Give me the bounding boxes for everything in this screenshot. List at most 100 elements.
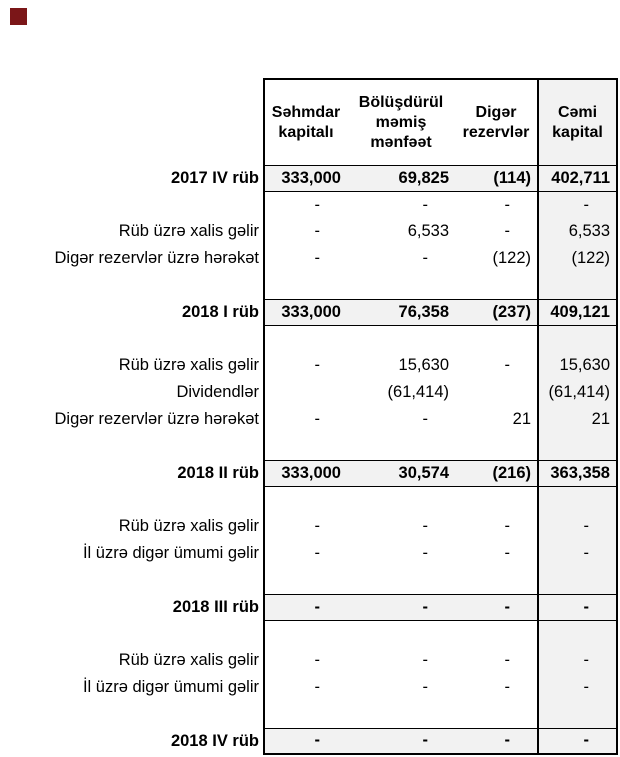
row-label: Rüb üzrə xalis gəlir — [0, 647, 263, 675]
row-label: Dividendlər — [0, 379, 263, 407]
table-row: Dividendlər (61,414) (61,414) — [0, 379, 618, 407]
cell-retained-earnings: 76,358 — [347, 298, 455, 326]
cell-other-reserves — [455, 621, 537, 648]
cell-retained-earnings: 6,533 — [407, 222, 449, 241]
cell-share-capital — [263, 566, 347, 594]
cell-other-reserves — [455, 326, 537, 353]
row-label: Digər rezervlər üzrə hərəkət — [0, 406, 263, 433]
cell-share-capital: 333,000 — [263, 298, 347, 326]
column-header-retained-earnings: Bölüşdürül məmiş mənfəət — [347, 78, 455, 165]
cell-total-capital: - — [537, 727, 618, 755]
row-label — [0, 620, 263, 648]
cell-share-capital: - — [263, 647, 347, 675]
row-label — [0, 486, 263, 514]
cell-other-reserves: - — [455, 727, 537, 755]
row-label: 2018 III rüb — [0, 593, 263, 621]
cell-total-capital — [537, 700, 618, 728]
cell-total-capital: - — [537, 191, 618, 219]
cell-other-reserves — [455, 379, 537, 406]
cell-share-capital: - — [263, 191, 347, 219]
red-square-marker — [10, 8, 27, 25]
row-label: Rüb üzrə xalis gəlir — [0, 352, 263, 380]
cell-share-capital: 333,000 — [263, 165, 347, 192]
table-row: - - - - — [0, 191, 618, 219]
cell-other-reserves — [455, 567, 537, 594]
table-row — [0, 620, 618, 648]
cell-total-capital: 15,630 — [537, 352, 618, 380]
cell-retained-earnings: (61,414) — [387, 383, 449, 402]
cell-total-capital: 6,533 — [537, 218, 618, 246]
cell-retained-earnings: - — [422, 517, 429, 536]
table-row: 2018 IV rüb - - - - — [0, 727, 618, 755]
cell-retained-earnings — [347, 621, 455, 648]
cell-retained-earnings — [347, 487, 455, 514]
cell-share-capital — [263, 379, 347, 407]
cell-total-capital — [537, 272, 618, 299]
table-row — [0, 325, 618, 353]
cell-total-capital — [537, 325, 618, 353]
cell-total-capital: - — [537, 513, 618, 541]
row-label: Digər rezervlər üzrə hərəkət — [0, 245, 263, 273]
cell-total-capital: - — [537, 593, 618, 621]
cell-retained-earnings: 69,825 — [347, 165, 455, 192]
row-label: 2018 IV rüb — [0, 727, 263, 755]
cell-other-reserves: (216) — [455, 459, 537, 487]
cell-share-capital — [263, 700, 347, 728]
cell-retained-earnings — [347, 326, 455, 353]
cell-share-capital — [263, 325, 347, 353]
cell-retained-earnings: - — [422, 195, 429, 214]
row-label: İl üzrə digər ümumi gəlir — [0, 540, 263, 567]
cell-other-reserves: 21 — [512, 410, 531, 429]
table-row — [0, 700, 618, 728]
cell-total-capital — [537, 620, 618, 648]
table-row: 2018 I rüb 333,000 76,358 (237) 409,121 — [0, 298, 618, 326]
column-header-total-capital: Cəmi kapital — [537, 78, 618, 165]
equity-changes-table: Səhmdar kapitalı Bölüşdürül məmiş mənfəə… — [0, 78, 618, 755]
cell-share-capital — [263, 486, 347, 514]
cell-total-capital — [537, 432, 618, 460]
cell-retained-earnings — [347, 701, 455, 728]
row-label: İl üzrə digər ümumi gəlir — [0, 674, 263, 701]
table-row: Rüb üzrə xalis gəlir - - - - — [0, 513, 618, 541]
cell-other-reserves: - — [504, 651, 511, 670]
cell-total-capital: 21 — [537, 406, 618, 433]
cell-share-capital: - — [263, 727, 347, 755]
table-row — [0, 272, 618, 299]
cell-other-reserves: - — [504, 678, 511, 697]
table-row: Rüb üzrə xalis gəlir - 6,533 - 6,533 — [0, 218, 618, 246]
table-row — [0, 566, 618, 594]
cell-share-capital: - — [263, 245, 347, 273]
cell-other-reserves — [455, 272, 537, 299]
cell-other-reserves: - — [504, 544, 511, 563]
cell-other-reserves — [455, 487, 537, 514]
table-row: Rüb üzrə xalis gəlir - 15,630 - 15,630 — [0, 352, 618, 380]
cell-retained-earnings: - — [347, 727, 455, 755]
cell-share-capital: - — [263, 218, 347, 246]
table-row — [0, 432, 618, 460]
row-label: 2018 II rüb — [0, 459, 263, 487]
column-header-other-reserves: Digər rezervlər — [455, 78, 537, 165]
cell-other-reserves: - — [504, 356, 511, 375]
cell-share-capital — [263, 620, 347, 648]
row-label — [0, 325, 263, 353]
cell-other-reserves — [455, 433, 537, 460]
cell-share-capital: 333,000 — [263, 459, 347, 487]
cell-other-reserves — [455, 701, 537, 728]
row-label — [0, 432, 263, 460]
cell-total-capital: 363,358 — [537, 459, 618, 487]
cell-other-reserves: (122) — [492, 249, 531, 268]
cell-other-reserves: (114) — [455, 165, 537, 192]
cell-other-reserves: - — [504, 195, 511, 214]
table-row: 2017 IV rüb 333,000 69,825 (114) 402,711 — [0, 165, 618, 192]
cell-total-capital — [537, 566, 618, 594]
cell-share-capital: - — [263, 674, 347, 701]
row-label: 2017 IV rüb — [0, 165, 263, 192]
cell-total-capital: 402,711 — [537, 165, 618, 192]
cell-share-capital — [263, 272, 347, 299]
cell-share-capital: - — [263, 406, 347, 433]
cell-other-reserves: - — [455, 593, 537, 621]
table-row: 2018 III rüb - - - - — [0, 593, 618, 621]
row-label: Rüb üzrə xalis gəlir — [0, 513, 263, 541]
header-spacer — [0, 78, 263, 165]
table-row — [0, 486, 618, 514]
